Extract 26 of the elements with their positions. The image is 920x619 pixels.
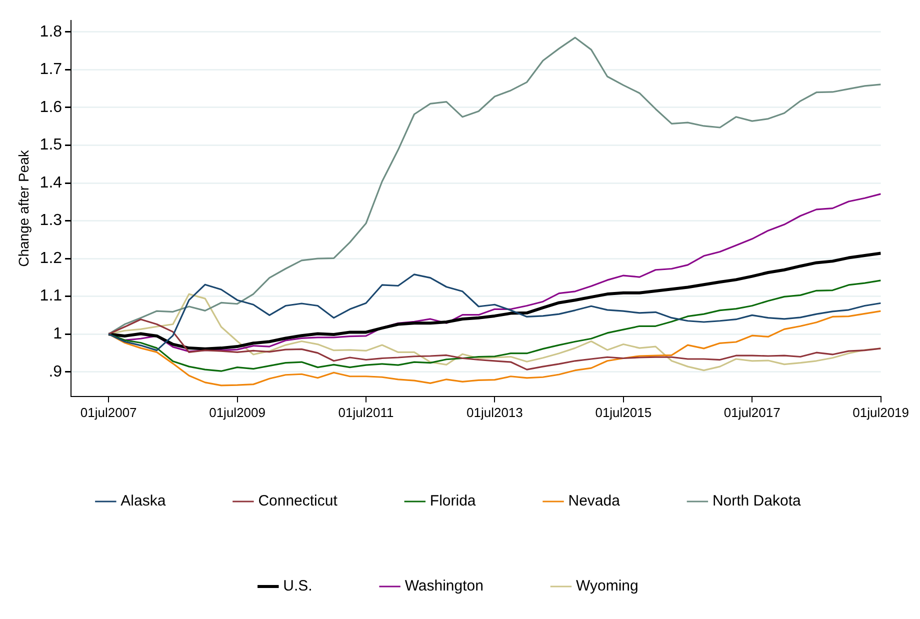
legend-label: U.S. [283, 578, 312, 595]
y-tick-label: 1.3 [40, 212, 62, 230]
x-tick-label: 01jul2017 [724, 404, 780, 420]
x-tick-label: 01jul2013 [466, 404, 523, 420]
legend-label: Alaska [120, 492, 166, 510]
legend-label: Washington [404, 578, 484, 595]
legend-label: North Dakota [712, 492, 802, 510]
y-axis-title: Change after Peak [15, 149, 32, 267]
legend-label: Connecticut [258, 492, 338, 510]
x-tick-label: 01jul2007 [80, 404, 137, 420]
y-tick-label: 1.4 [40, 174, 62, 192]
y-tick-label: 1.6 [40, 98, 62, 116]
x-tick-label: 01jul2011 [338, 404, 394, 420]
legend-label: Nevada [568, 492, 621, 510]
y-tick-label: 1.2 [40, 250, 62, 267]
y-tick-label: 1.5 [40, 136, 62, 154]
y-tick-label: .9 [48, 363, 62, 380]
x-tick-label: 01jul2015 [595, 404, 652, 420]
x-tick-label: 01jul2019 [852, 404, 909, 420]
legend-label: Wyoming [576, 578, 638, 595]
y-tick-label: 1.1 [40, 288, 62, 305]
y-tick-label: 1 [53, 325, 62, 342]
y-tick-label: 1.8 [40, 23, 62, 40]
legend-label: Florida [430, 492, 476, 510]
y-tick-label: 1.7 [40, 61, 62, 78]
x-tick-label: 01jul2009 [209, 404, 266, 420]
